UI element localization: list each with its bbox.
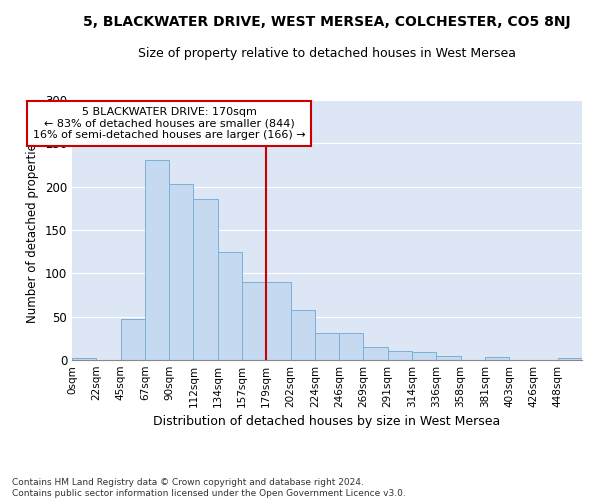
Bar xyxy=(315,333,339,360)
Bar xyxy=(412,352,436,360)
Y-axis label: Number of detached properties: Number of detached properties xyxy=(26,137,40,323)
Bar xyxy=(193,199,218,360)
Bar xyxy=(485,358,509,360)
Bar xyxy=(145,160,169,360)
Text: 5 BLACKWATER DRIVE: 170sqm
← 83% of detached houses are smaller (844)
16% of sem: 5 BLACKWATER DRIVE: 170sqm ← 83% of deta… xyxy=(33,107,305,140)
Bar xyxy=(388,352,412,360)
Bar xyxy=(242,282,266,360)
Bar xyxy=(436,356,461,360)
Bar xyxy=(558,358,582,360)
Bar xyxy=(169,184,193,360)
Bar xyxy=(290,310,315,360)
Bar xyxy=(218,252,242,360)
Bar xyxy=(364,347,388,360)
Text: 5, BLACKWATER DRIVE, WEST MERSEA, COLCHESTER, CO5 8NJ: 5, BLACKWATER DRIVE, WEST MERSEA, COLCHE… xyxy=(83,15,571,29)
Bar xyxy=(121,320,145,360)
Bar xyxy=(266,282,290,360)
Bar xyxy=(72,358,96,360)
Text: Contains HM Land Registry data © Crown copyright and database right 2024.
Contai: Contains HM Land Registry data © Crown c… xyxy=(12,478,406,498)
Text: Size of property relative to detached houses in West Mersea: Size of property relative to detached ho… xyxy=(138,48,516,60)
X-axis label: Distribution of detached houses by size in West Mersea: Distribution of detached houses by size … xyxy=(154,416,500,428)
Bar xyxy=(339,333,364,360)
